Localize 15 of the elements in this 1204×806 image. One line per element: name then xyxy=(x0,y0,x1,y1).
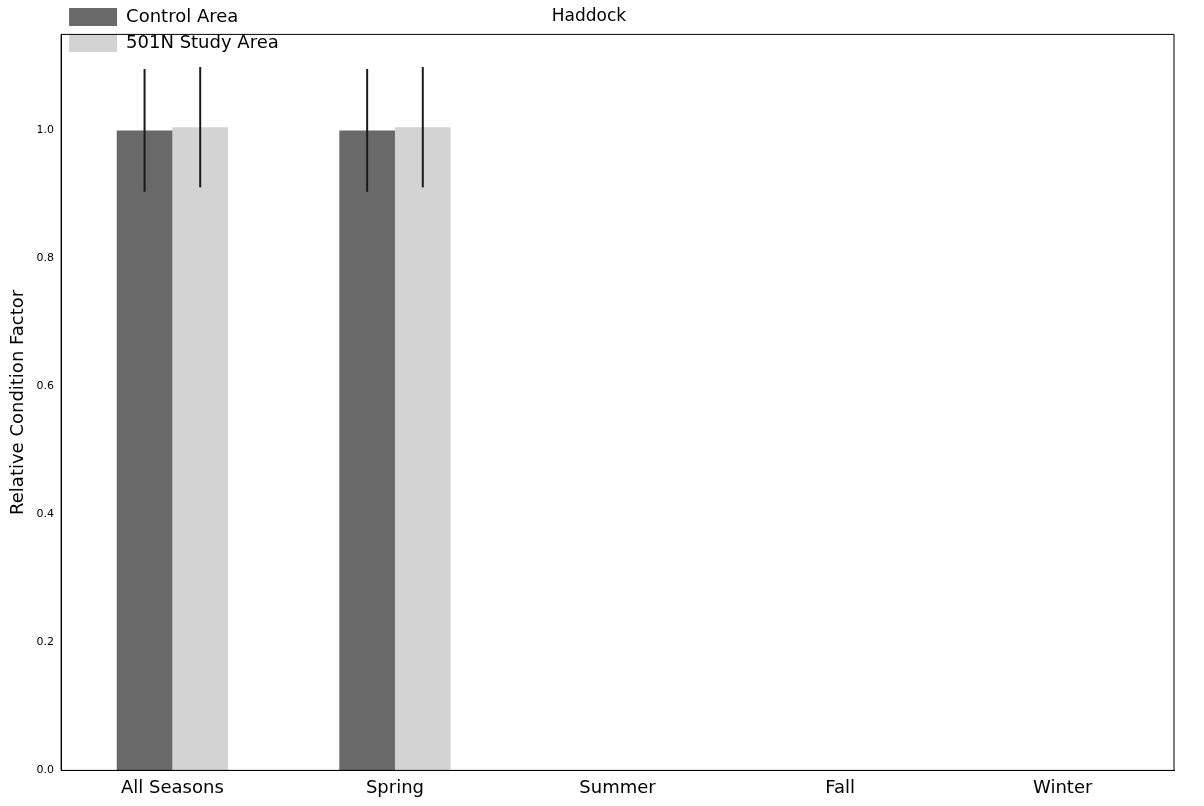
y-tick-label: 0.0 xyxy=(36,763,55,777)
y-tick-label: 0.8 xyxy=(36,251,55,265)
chart-title: Haddock xyxy=(551,4,627,25)
x-tick-label: Winter xyxy=(1033,775,1093,797)
legend-label: 501N Study Area xyxy=(126,30,279,52)
x-tick-label: Fall xyxy=(825,775,855,797)
y-tick-label: 0.2 xyxy=(36,635,55,649)
y-tick-label: 0.6 xyxy=(36,379,55,393)
y-tick-label: 1.0 xyxy=(36,123,55,137)
x-tick-label: Summer xyxy=(579,775,657,797)
y-tick-label: 0.4 xyxy=(36,507,55,521)
legend-label: Control Area xyxy=(126,4,239,26)
x-tick-label: All Seasons xyxy=(121,775,224,797)
y-axis-title: Relative Condition Factor xyxy=(6,289,28,515)
x-tick-label: Spring xyxy=(365,775,425,797)
